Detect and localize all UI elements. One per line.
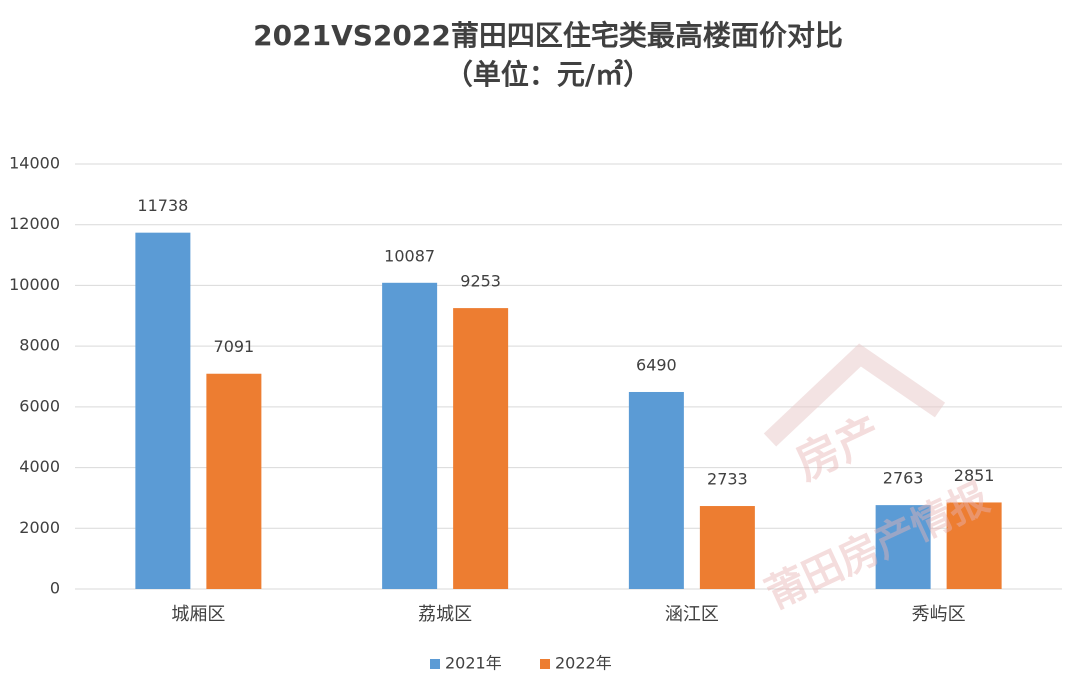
y-tick-label: 2000 <box>19 518 60 537</box>
y-tick-label: 8000 <box>19 336 60 355</box>
chart-title: 2021VS2022莆田四区住宅类最高楼面价对比 <box>253 19 843 52</box>
y-tick-label: 14000 <box>9 154 60 173</box>
value-label: 2763 <box>883 469 924 488</box>
y-tick-label: 6000 <box>19 396 60 415</box>
value-label: 10087 <box>384 246 435 265</box>
bar <box>699 506 755 589</box>
bar <box>875 505 931 589</box>
y-tick-label: 0 <box>50 579 60 598</box>
legend-label: 2021年 <box>445 654 502 673</box>
chart-subtitle: （单位：元/㎡） <box>445 58 651 91</box>
bar <box>206 373 262 589</box>
value-label: 7091 <box>214 337 255 356</box>
legend-swatch <box>430 659 440 669</box>
value-label: 6490 <box>636 355 677 374</box>
y-tick-label: 10000 <box>9 275 60 294</box>
value-label: 2851 <box>954 466 995 485</box>
y-tick-label: 4000 <box>19 457 60 476</box>
bar <box>946 502 1002 589</box>
watermark-roof <box>763 343 946 447</box>
x-tick-label: 秀屿区 <box>912 604 966 625</box>
x-tick-label: 荔城区 <box>418 604 472 625</box>
legend-label: 2022年 <box>555 654 612 673</box>
legend-swatch <box>540 659 550 669</box>
value-label: 2733 <box>707 470 748 489</box>
x-tick-label: 涵江区 <box>665 604 719 625</box>
x-tick-label: 城厢区 <box>171 604 225 625</box>
value-label: 9253 <box>460 272 501 291</box>
bar <box>382 282 438 589</box>
y-tick-label: 12000 <box>9 214 60 233</box>
value-label: 11738 <box>137 196 188 215</box>
bar <box>453 308 509 589</box>
bar <box>135 232 191 590</box>
bar <box>628 391 684 589</box>
